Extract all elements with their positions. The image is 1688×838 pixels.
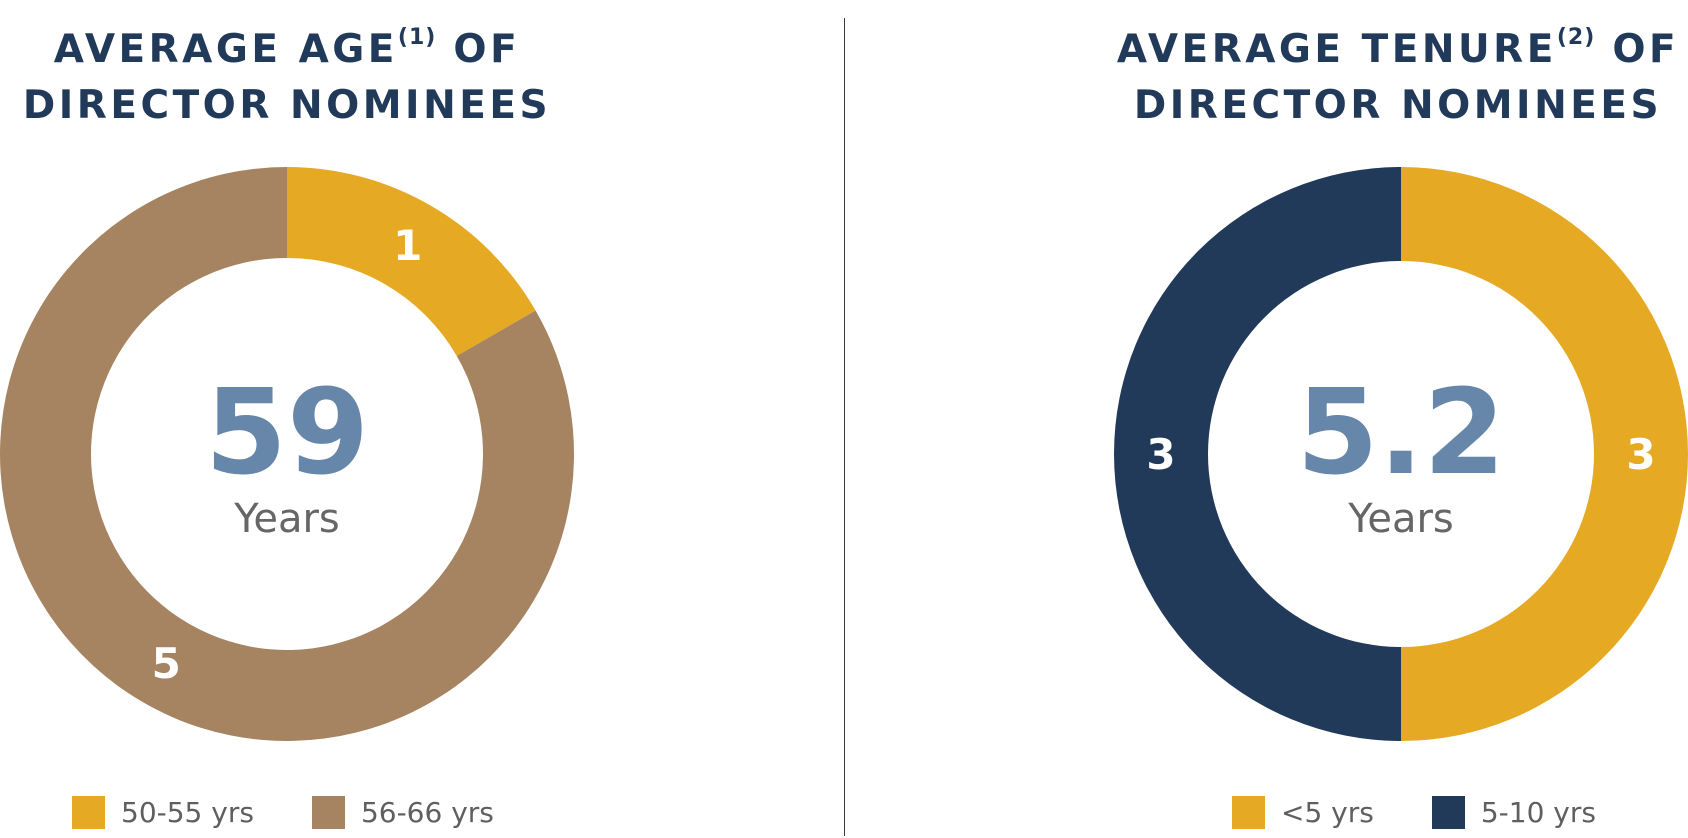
- tenure-chart-title: AVERAGE TENURE(2) OF DIRECTOR NOMINEES: [1108, 14, 1688, 134]
- legend-item: 56-66 yrs: [311, 796, 494, 829]
- slice-data-label: 5: [152, 639, 181, 688]
- legend-swatch: [311, 796, 345, 829]
- tenure-donut-chart: 33: [1114, 167, 1688, 741]
- age-center-label: Years: [233, 496, 340, 542]
- chart-divider: [844, 18, 845, 836]
- age-legend: 50-55 yrs 56-66 yrs: [72, 796, 552, 829]
- legend-label: <5 yrs: [1281, 796, 1374, 829]
- age-title-line2: DIRECTOR NOMINEES: [22, 83, 552, 128]
- legend-item: 5-10 yrs: [1431, 796, 1596, 829]
- legend-swatch: [1431, 796, 1465, 829]
- legend-swatch: [1232, 796, 1265, 829]
- donut-slice-5-yrs: [1401, 167, 1688, 741]
- donut-slice-50-55-yrs: [287, 167, 536, 356]
- tenure-title-suffix: OF: [1612, 27, 1680, 72]
- age-donut-chart: 15: [0, 167, 574, 742]
- age-title-footnote: (1): [397, 25, 437, 50]
- tenure-title-main: AVERAGE TENURE: [1116, 27, 1557, 72]
- tenure-legend: <5 yrs 5-10 yrs: [1232, 796, 1654, 829]
- age-chart-title: AVERAGE AGE(1) OF DIRECTOR NOMINEES: [0, 14, 574, 134]
- age-title-suffix: OF: [453, 27, 521, 72]
- donut-slice-56-66-yrs: [0, 167, 574, 742]
- tenure-center-label: Years: [1347, 496, 1454, 542]
- tenure-title-footnote: (2): [1556, 25, 1596, 50]
- age-center-value: 59: [205, 363, 369, 501]
- legend-swatch: [72, 796, 105, 829]
- tenure-center-value: 5.2: [1296, 363, 1505, 501]
- legend-label: 50-55 yrs: [121, 796, 254, 829]
- donut-slice-5-10-yrs: [1114, 167, 1401, 741]
- legend-label: 56-66 yrs: [360, 796, 494, 829]
- slice-data-label: 3: [1626, 430, 1655, 479]
- slice-data-label: 1: [393, 221, 422, 270]
- legend-item: 50-55 yrs: [72, 796, 254, 829]
- legend-item: <5 yrs: [1232, 796, 1374, 829]
- age-title-main: AVERAGE AGE: [53, 27, 398, 72]
- legend-label: 5-10 yrs: [1480, 796, 1596, 829]
- slice-data-label: 3: [1146, 430, 1175, 479]
- tenure-title-line2: DIRECTOR NOMINEES: [1133, 83, 1663, 128]
